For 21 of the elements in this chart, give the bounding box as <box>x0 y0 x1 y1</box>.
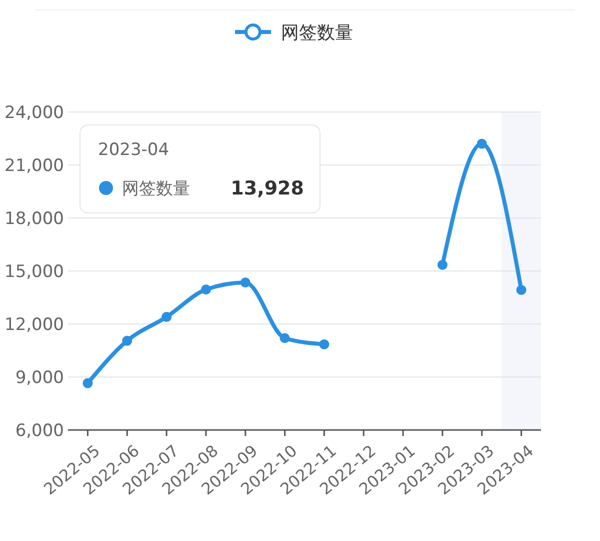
point <box>162 312 172 322</box>
y-tick-label: 15,000 <box>4 262 64 282</box>
point <box>476 138 487 149</box>
annotation: 2023-04 <box>98 140 170 160</box>
point <box>122 336 132 346</box>
y-tick-label: 12,000 <box>4 314 64 335</box>
point <box>82 378 93 388</box>
text: 网签数量 <box>281 22 353 44</box>
point <box>200 284 211 295</box>
y-tick-label: 9,000 <box>15 368 64 388</box>
y-tick-label: 24,000 <box>4 102 64 123</box>
point <box>240 277 250 288</box>
point <box>280 333 290 344</box>
y-tick-label: 6,000 <box>15 420 64 441</box>
point <box>516 284 526 295</box>
point <box>437 260 448 270</box>
point <box>319 339 330 350</box>
legend-label: 网签数量 <box>122 178 190 199</box>
y-tick-label: 18,000 <box>4 208 64 229</box>
y-tick-label: 21,000 <box>4 156 64 176</box>
annotation: 13,928 <box>230 178 304 200</box>
